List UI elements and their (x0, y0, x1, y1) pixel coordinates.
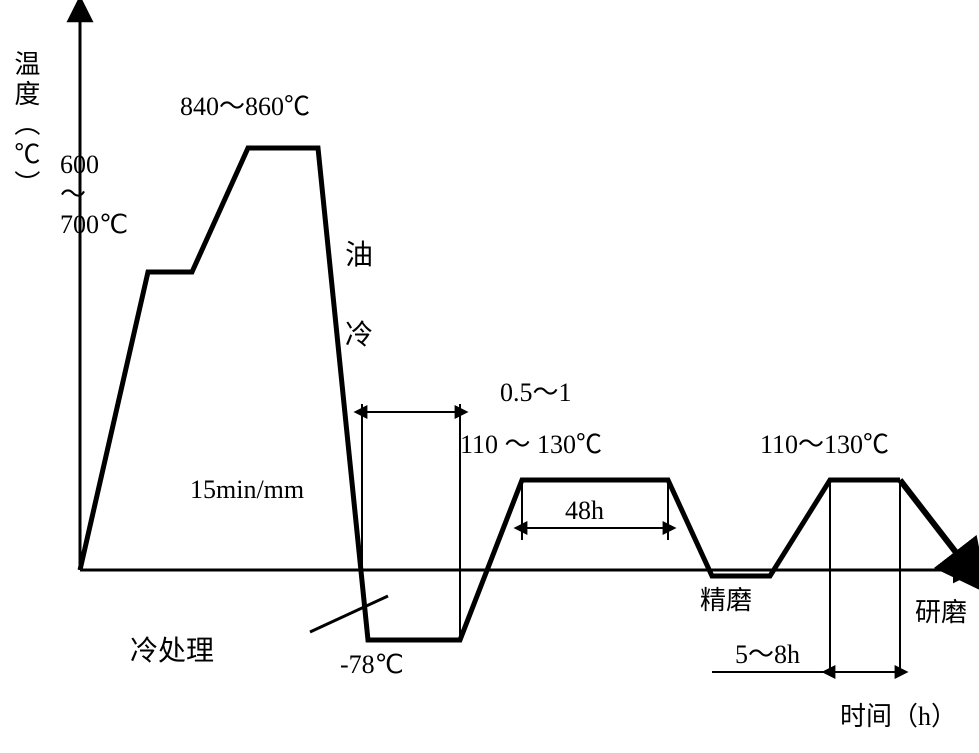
cold-treatment-slash (310, 596, 388, 632)
heat-treatment-diagram: 温度（℃） 时间（h） 600 ～ 700℃ 840～860℃ 油 冷 冷处理 … (0, 0, 979, 753)
x-axis-label: 时间（h） (840, 702, 957, 732)
label-700c: 700℃ (60, 210, 128, 239)
label-tilde: ～ (60, 180, 86, 209)
y-axis-label: 温度（℃） (10, 50, 40, 200)
label-110-130-a: 110 ～ 130℃ (460, 430, 602, 460)
label-110-130-b: 110～130℃ (760, 430, 889, 460)
label-600: 600 (60, 150, 99, 179)
label-0p5-1: 0.5～1 (500, 378, 572, 408)
label-oil: 油 (345, 240, 373, 272)
temperature-curve (80, 148, 900, 640)
label-15min-mm: 15min/mm (190, 475, 304, 505)
label-neg78: -78℃ (340, 650, 404, 680)
label-grind: 研磨 (915, 598, 967, 628)
label-cool: 冷 (345, 320, 373, 352)
label-fine-grind: 精磨 (700, 586, 752, 616)
label-cold-treatment: 冷处理 (130, 636, 214, 668)
temperature-curve-end (900, 480, 958, 555)
label-840-860: 840～860℃ (180, 92, 310, 122)
label-600-700: 600 ～ 700℃ (60, 150, 128, 240)
label-5-8h: 5～8h (735, 640, 800, 670)
label-48h: 48h (565, 496, 604, 526)
